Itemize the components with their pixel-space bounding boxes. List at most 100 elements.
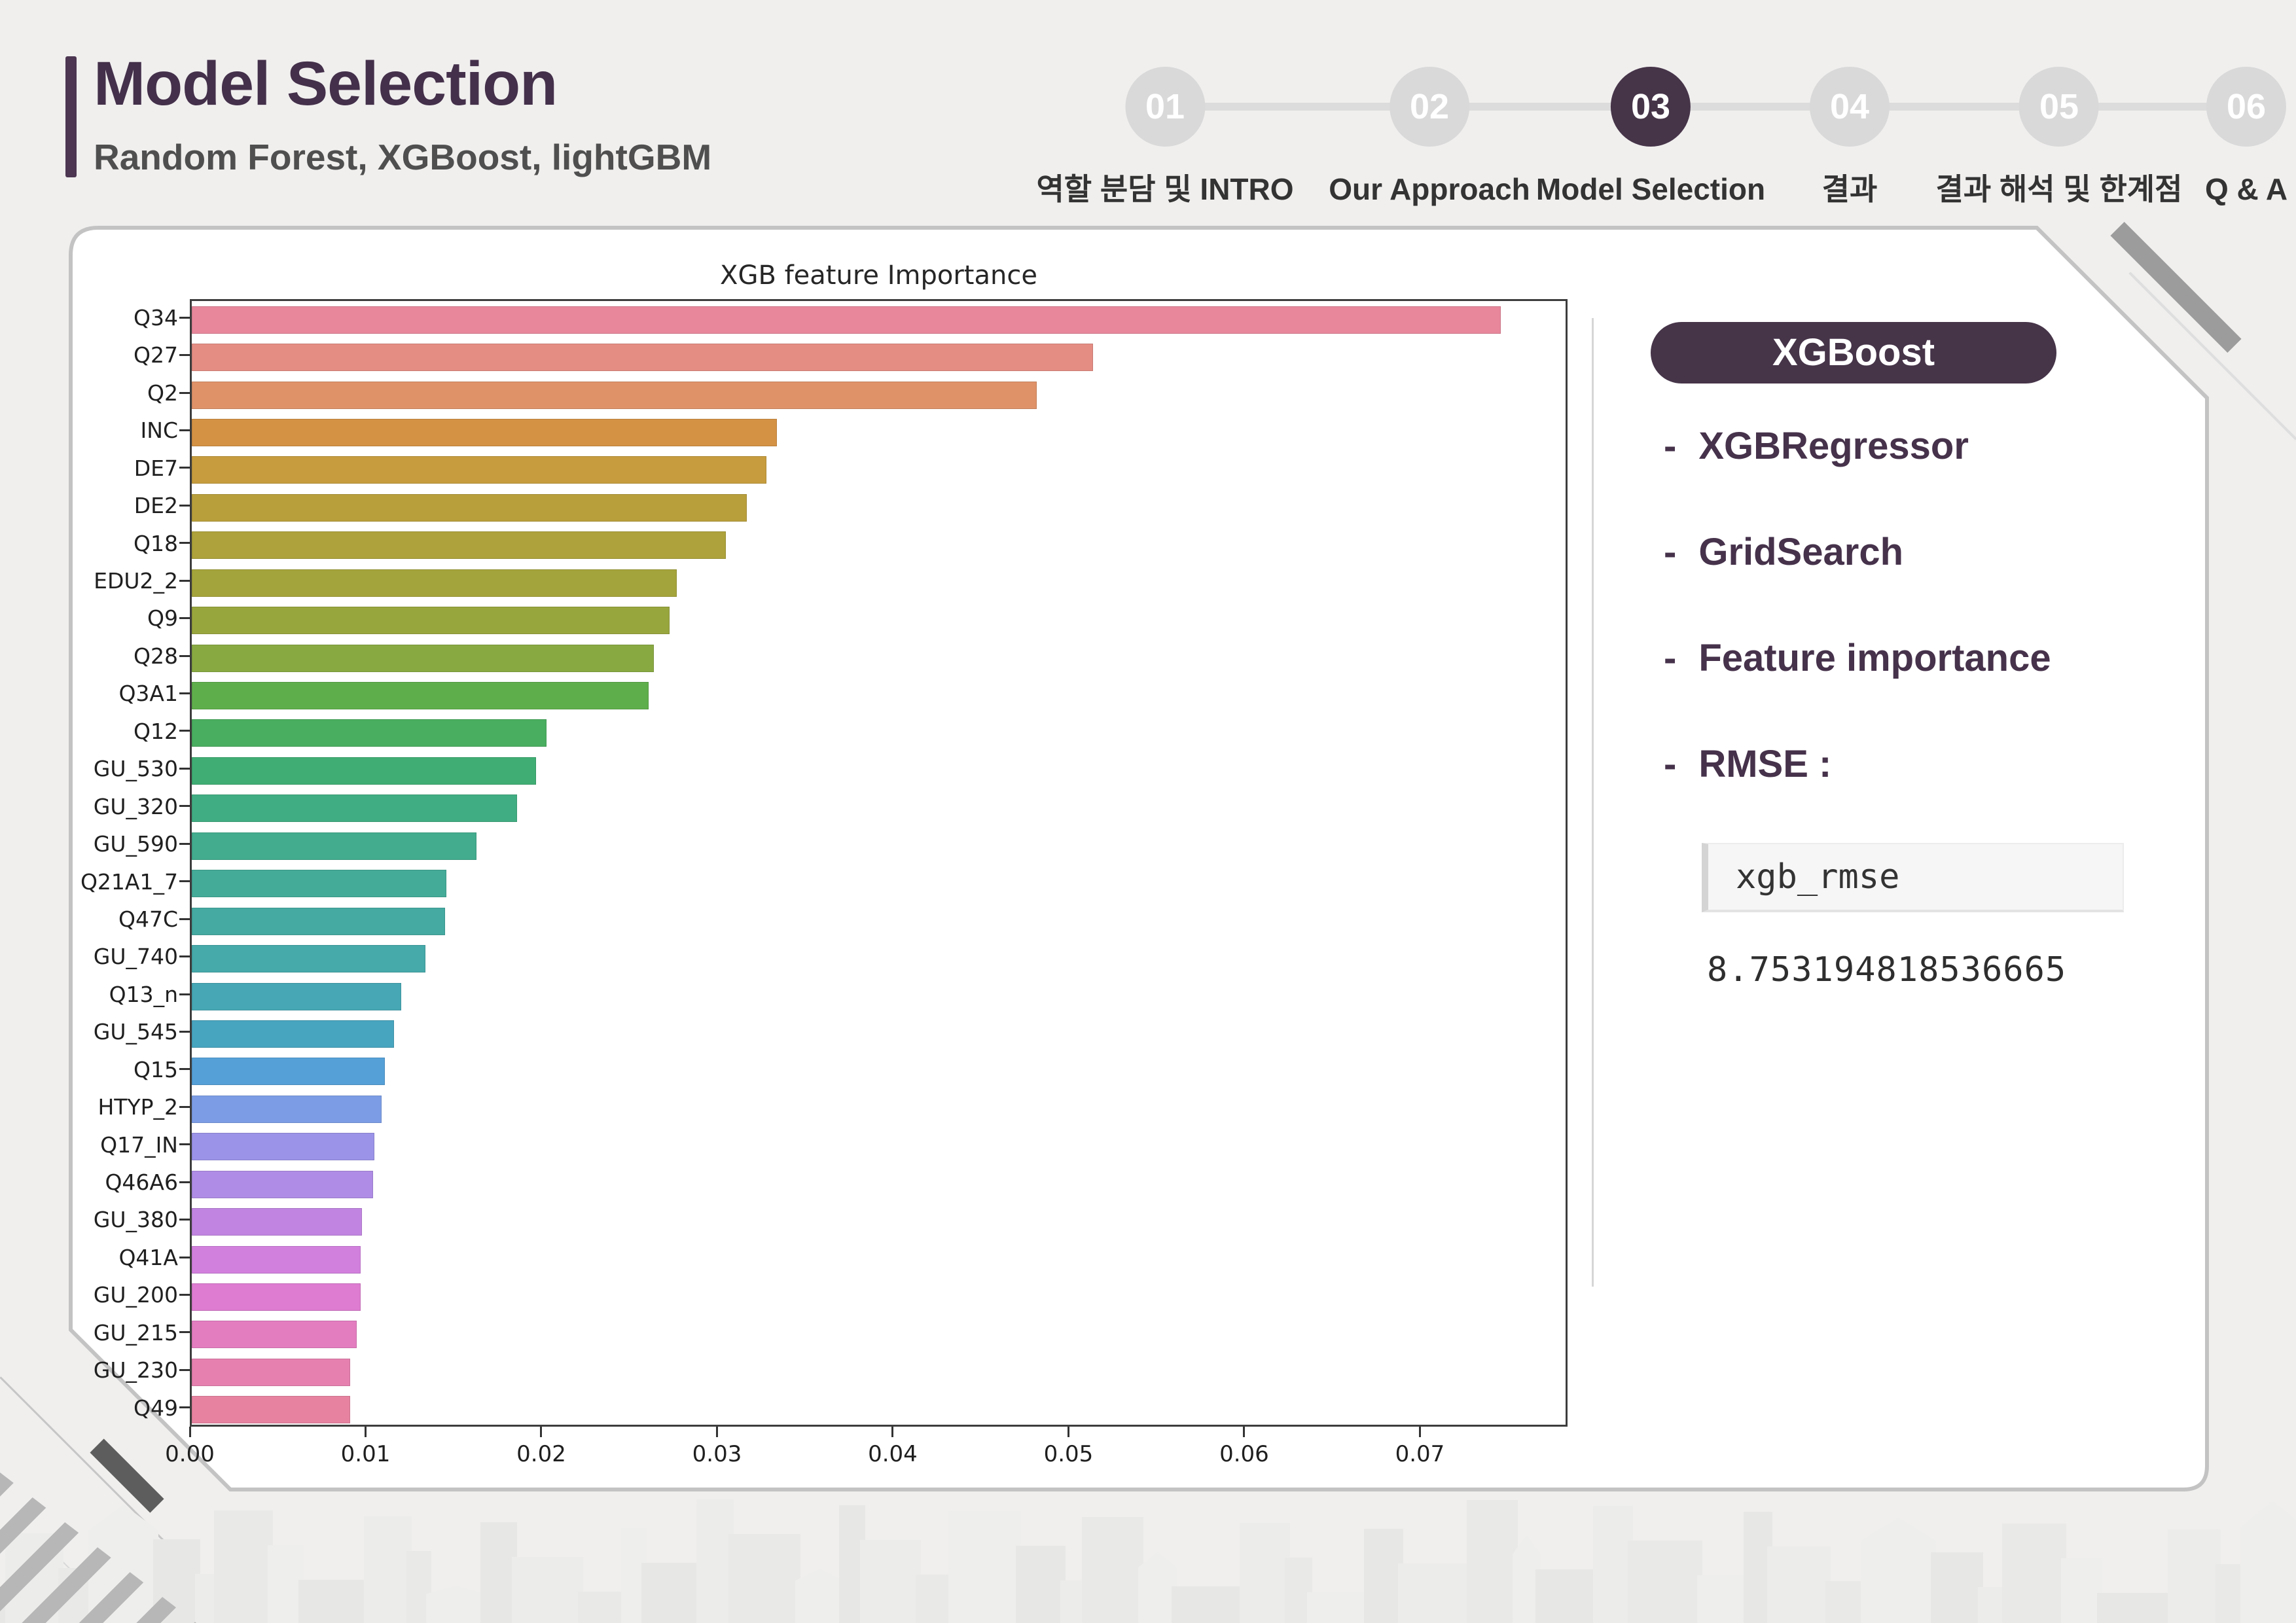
bar-GU_230 [192, 1358, 350, 1386]
step-number-04[interactable]: 04 [1810, 67, 1890, 147]
bar-EDU2_2 [192, 569, 677, 597]
bar-GU_545 [192, 1020, 394, 1048]
stepper-step-05[interactable]: 05 결과 해석 및 한계점 [1935, 67, 2183, 206]
step-label-04: 결과 [1821, 172, 1878, 206]
y-tick [179, 1406, 190, 1409]
y-tick-label: EDU2_2 [94, 568, 178, 594]
stepper-step-03[interactable]: 03 Model Selection [1536, 67, 1765, 206]
bar-Q9 [192, 607, 670, 635]
building-silhouette [426, 1586, 486, 1623]
y-tick [179, 354, 190, 357]
x-tick-label: 0.03 [692, 1441, 742, 1467]
bar-Q17_IN [192, 1133, 374, 1161]
y-tick [179, 1219, 190, 1221]
step-number-02[interactable]: 02 [1389, 67, 1469, 147]
y-tick-label: GU_200 [93, 1282, 178, 1308]
x-tick [188, 1427, 191, 1437]
y-tick-label: Q46A6 [105, 1169, 178, 1195]
building-silhouette [1861, 1518, 1936, 1623]
y-tick-label: Q18 [134, 530, 178, 556]
code-cell-text: xgb_rmse [1736, 857, 1900, 897]
stepper-step-04[interactable]: 04 결과 [1810, 67, 1890, 206]
x-tick-label: 0.00 [165, 1441, 215, 1467]
y-tick-label: GU_530 [93, 756, 178, 782]
bar-Q28 [192, 644, 654, 672]
building-silhouette [2240, 1501, 2296, 1623]
y-tick-label: GU_380 [93, 1207, 178, 1233]
bar-HTYP_2 [192, 1095, 382, 1123]
bullet-gridsearch: - GridSearch [1664, 530, 1903, 574]
y-tick [179, 1256, 190, 1258]
y-tick [179, 654, 190, 657]
bar-GU_590 [192, 832, 476, 860]
y-tick-label: GU_215 [93, 1319, 178, 1346]
building-silhouette [641, 1563, 702, 1623]
building-silhouette [795, 1569, 844, 1623]
stepper-step-06[interactable]: 06 Q & A [2205, 67, 2287, 206]
step-number-05[interactable]: 05 [2019, 67, 2099, 147]
y-tick [179, 730, 190, 732]
y-tick [179, 504, 190, 507]
building-silhouette [1593, 1506, 1633, 1623]
bar-Q27 [192, 344, 1093, 372]
y-tick-label: Q13_n [109, 981, 178, 1007]
y-tick [179, 391, 190, 394]
bar-Q34 [192, 306, 1501, 334]
building-silhouette [916, 1575, 954, 1623]
x-tick [1067, 1427, 1069, 1437]
x-tick-label: 0.04 [868, 1441, 918, 1467]
bullet-rmse: - RMSE : [1664, 742, 1831, 786]
bar-GU_740 [192, 945, 425, 973]
y-tick-label: Q41A [118, 1244, 178, 1270]
bar-Q47C [192, 907, 445, 935]
y-tick-label: Q21A1_7 [80, 868, 178, 895]
building-silhouette [728, 1534, 800, 1623]
y-tick-label: Q34 [134, 305, 178, 330]
building-silhouette [214, 1510, 273, 1623]
y-tick [179, 1143, 190, 1146]
x-tick [1243, 1427, 1246, 1437]
building-silhouette [364, 1516, 412, 1623]
step-number-06[interactable]: 06 [2206, 67, 2286, 147]
step-label-05: 결과 해석 및 한계점 [1935, 172, 2183, 206]
step-label-01: 역할 분담 및 INTRO [1036, 172, 1294, 206]
y-tick [179, 842, 190, 845]
y-tick-label: HTYP_2 [98, 1094, 178, 1120]
vertical-divider [1592, 318, 1594, 1287]
stepper-step-02[interactable]: 02 Our Approach [1329, 67, 1530, 206]
building-silhouette [1628, 1541, 1702, 1623]
code-cell: xgb_rmse [1702, 843, 2124, 912]
step-number-03[interactable]: 03 [1610, 67, 1691, 147]
building-silhouette [1931, 1552, 1983, 1623]
x-tick-label: 0.02 [516, 1441, 566, 1467]
building-silhouette [1398, 1563, 1472, 1623]
y-tick [179, 429, 190, 432]
bar-Q41A [192, 1245, 361, 1274]
building-silhouette [1467, 1500, 1518, 1623]
building-silhouette [1697, 1575, 1749, 1623]
x-tick-label: 0.01 [340, 1441, 391, 1467]
step-number-01[interactable]: 01 [1124, 67, 1205, 147]
step-label-02: Our Approach [1329, 172, 1530, 206]
building-silhouette [696, 1499, 734, 1623]
building-silhouette [1082, 1517, 1143, 1623]
y-tick [179, 316, 190, 319]
bar-Q21A1_7 [192, 870, 446, 898]
building-silhouette [1172, 1586, 1245, 1623]
y-tick-label: GU_545 [93, 1019, 178, 1045]
y-tick-label: Q2 [147, 380, 178, 406]
bar-INC [192, 419, 777, 447]
xgboost-badge: XGBoost [1651, 322, 2056, 383]
bar-Q15 [192, 1058, 385, 1086]
bullet-dash: - [1664, 425, 1677, 467]
y-tick [179, 805, 190, 808]
bar-GU_215 [192, 1321, 357, 1349]
x-tick-label: 0.06 [1219, 1441, 1269, 1467]
bar-Q49 [192, 1396, 350, 1424]
stepper-step-01[interactable]: 01 역할 분담 및 INTRO [1036, 67, 1294, 206]
bar-DE2 [192, 493, 747, 522]
rmse-value: 8.753194818536665 [1707, 950, 2067, 990]
building-silhouette [1535, 1569, 1598, 1623]
building-silhouette [1016, 1546, 1066, 1623]
